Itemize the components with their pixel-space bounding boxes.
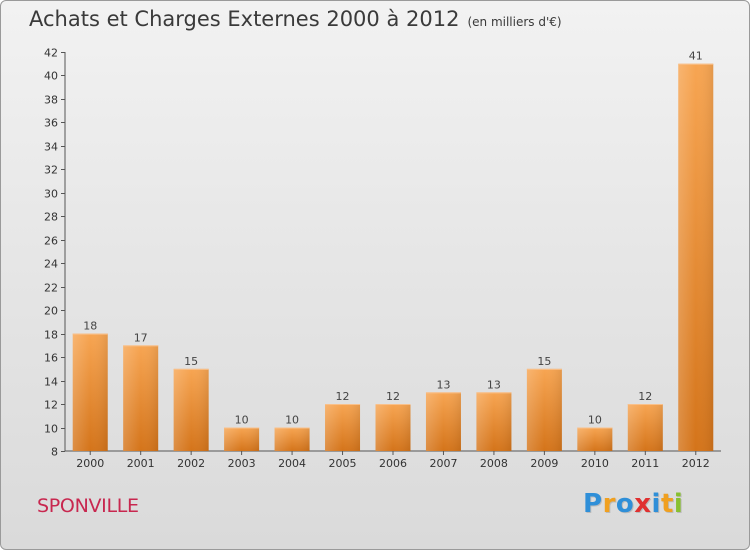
logo-letter: r [602, 489, 616, 519]
chart-subtitle: (en milliers d'€) [467, 15, 562, 29]
y-tick-label: 32 [44, 164, 58, 177]
bar-highlight [577, 427, 613, 451]
x-tick-label: 2010 [581, 457, 609, 470]
data-label: 12 [336, 390, 350, 403]
bar-highlight [123, 345, 159, 451]
logo-letter: t [660, 489, 674, 519]
y-tick-label: 8 [51, 446, 58, 459]
logo-letter: x [634, 489, 652, 519]
y-tick-label: 40 [44, 70, 58, 83]
bar-highlight [224, 427, 260, 451]
bar-highlight [627, 404, 663, 451]
data-label: 12 [638, 390, 652, 403]
y-tick-label: 20 [44, 305, 58, 318]
bar-highlight [173, 368, 209, 451]
y-tick-label: 30 [44, 188, 58, 201]
y-tick-label: 24 [44, 258, 58, 271]
data-label: 13 [436, 378, 450, 391]
y-tick-label: 34 [44, 141, 58, 154]
x-tick-label: 2005 [329, 457, 357, 470]
y-tick-label: 12 [44, 399, 58, 412]
x-tick-label: 2001 [127, 457, 155, 470]
data-label: 12 [386, 390, 400, 403]
x-tick-label: 2011 [631, 457, 659, 470]
logo-letter: P [583, 489, 603, 519]
data-label: 17 [134, 331, 148, 344]
x-tick-label: 2006 [379, 457, 407, 470]
data-label: 18 [83, 320, 97, 333]
x-tick-label: 2003 [228, 457, 256, 470]
y-tick-label: 26 [44, 235, 58, 248]
x-tick-label: 2000 [76, 457, 104, 470]
data-label: 41 [689, 50, 703, 63]
logo-letter: o [615, 489, 635, 519]
title-text: Achats et Charges Externes 2000 à 2012 [29, 7, 460, 31]
x-tick-label: 2009 [530, 457, 558, 470]
bar-highlight [476, 392, 512, 451]
bar-highlight [72, 333, 108, 451]
bar-highlight [526, 368, 562, 451]
data-label: 15 [184, 355, 198, 368]
bar-highlight [325, 404, 361, 451]
data-label: 10 [588, 414, 602, 427]
proxiti-logo: Proxiti [583, 489, 683, 519]
bar-highlight [274, 427, 310, 451]
data-label: 10 [285, 414, 299, 427]
logo-letter: i [651, 489, 661, 519]
x-tick-label: 2004 [278, 457, 306, 470]
place-name: SPONVILLE [37, 495, 139, 517]
bar-highlight [425, 392, 461, 451]
y-tick-label: 10 [44, 423, 58, 436]
y-tick-label: 18 [44, 329, 58, 342]
data-label: 13 [487, 378, 501, 391]
y-tick-label: 28 [44, 211, 58, 224]
data-label: 15 [537, 355, 551, 368]
logo-letter: i [673, 489, 684, 519]
data-label: 10 [235, 414, 249, 427]
y-tick-label: 42 [44, 47, 58, 60]
x-tick-label: 2002 [177, 457, 205, 470]
bar-highlight [678, 63, 714, 452]
y-tick-label: 22 [44, 282, 58, 295]
y-tick-label: 36 [44, 117, 58, 130]
bar-highlight [375, 404, 411, 451]
x-tick-label: 2008 [480, 457, 508, 470]
x-tick-label: 2007 [429, 457, 457, 470]
x-tick-label: 2012 [682, 457, 710, 470]
y-tick-label: 14 [44, 376, 58, 389]
chart-title: Achats et Charges Externes 2000 à 2012 (e… [29, 7, 562, 31]
y-tick-label: 38 [44, 94, 58, 107]
y-tick-label: 16 [44, 352, 58, 365]
